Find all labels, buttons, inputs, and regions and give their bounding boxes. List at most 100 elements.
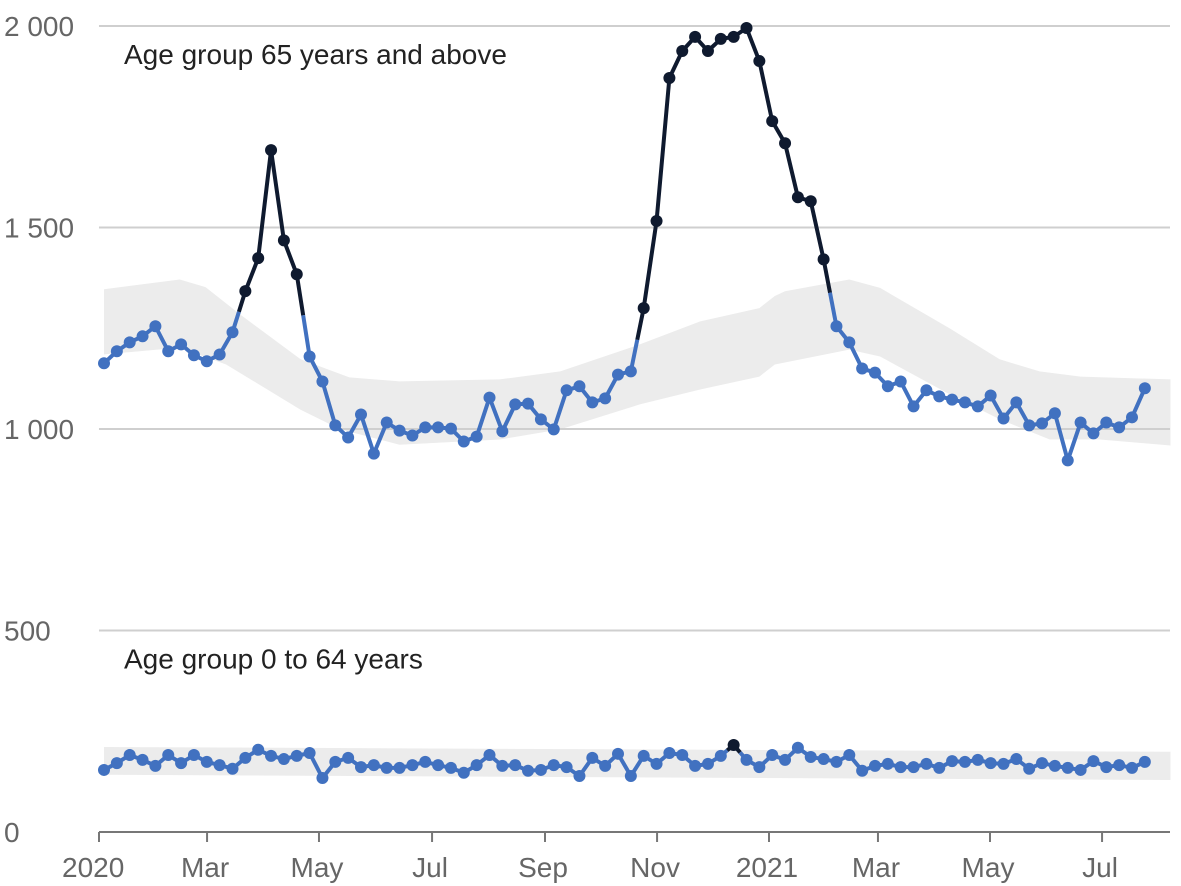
data-point-excess [791,191,804,204]
data-point [187,349,200,362]
x-tick-label: Nov [630,852,680,883]
annotations: Age group 65 years and above Age group 0 … [124,39,507,675]
data-point-excess [676,44,689,57]
x-tick-label: Jul [1082,852,1118,883]
y-tick-label: 1 000 [4,414,74,445]
data-point [1023,762,1036,775]
data-point [830,755,843,768]
data-point [432,759,445,772]
data-point [303,747,316,760]
x-tick-label: May [962,852,1015,883]
data-point [534,763,547,776]
data-point [470,430,483,443]
data-point [1113,421,1126,434]
x-tick-label: Jul [412,852,448,883]
data-point [612,747,624,760]
data-point [779,753,792,766]
data-point [869,366,881,379]
series-segment [474,395,492,439]
data-point [175,338,188,351]
data-point [933,390,946,403]
data-point [252,743,265,756]
data-point [187,749,200,762]
data-point [1126,411,1138,424]
data-point-excess [239,285,252,298]
data-point [226,762,239,775]
data-point [457,766,470,779]
data-point-excess [779,137,792,150]
data-point [894,761,907,774]
data-point [457,435,470,448]
data-point-excess [727,30,740,43]
series-segment [359,412,376,456]
series-annotation-1: Age group 0 to 64 years [124,644,423,675]
data-point [586,751,599,764]
expected-range-bands [104,279,1171,780]
data-point [958,396,971,409]
data-point [162,345,175,358]
y-tick-label: 500 [4,616,51,647]
data-point [355,408,367,421]
data-point [149,320,162,333]
data-point [162,749,175,762]
data-point [650,757,663,770]
data-point [869,759,881,772]
data-point [342,751,355,764]
axes: 0 500 1 000 1 500 2 000 2020 Mar May Jul Sep Nov 20… [4,11,1170,883]
data-point [200,355,213,368]
data-point [624,769,637,782]
data-point [1087,427,1100,440]
data-point [239,751,252,764]
data-point [316,375,329,388]
data-point-excess [714,32,727,45]
series-segment [654,75,672,224]
data-point-excess [290,268,303,281]
data-point [380,761,393,774]
data-point [316,771,329,784]
data-point [290,749,303,762]
data-point [470,759,483,772]
data-point [907,761,920,774]
data-point [213,759,226,772]
data-point [1010,753,1023,766]
data-point [984,389,997,402]
data-point-excess [689,30,702,43]
data-point [123,749,136,762]
data-point [1138,755,1151,768]
data-point [663,747,676,760]
data-point [586,396,599,409]
data-point [522,397,535,410]
data-point [265,749,278,762]
series-segment [1065,420,1083,463]
data-point [547,759,560,772]
data-point [342,431,355,444]
data-point [1048,407,1061,420]
series-segment [1052,411,1070,463]
data-point [984,757,997,770]
data-point [329,755,342,768]
x-tick-label: 2021 [736,852,798,883]
x-tick-label: Mar [852,852,900,883]
data-point [1036,757,1049,770]
data-point [714,749,727,762]
data-point [367,447,380,460]
data-point [329,419,342,432]
data-point [419,421,432,434]
series-segment [294,273,306,316]
data-point [98,763,110,776]
data-point [1074,763,1087,776]
data-point [509,759,522,772]
y-tick-label: 1 500 [4,213,74,244]
data-point [1074,416,1087,429]
data-point [958,755,971,768]
data-point [355,761,367,774]
data-point [946,755,959,768]
data-point [1113,759,1126,772]
data-point [483,749,496,762]
data-point [98,357,110,370]
data-point [1100,761,1113,774]
data-point [560,384,573,397]
data-point [226,326,239,339]
series-segment [808,199,826,262]
